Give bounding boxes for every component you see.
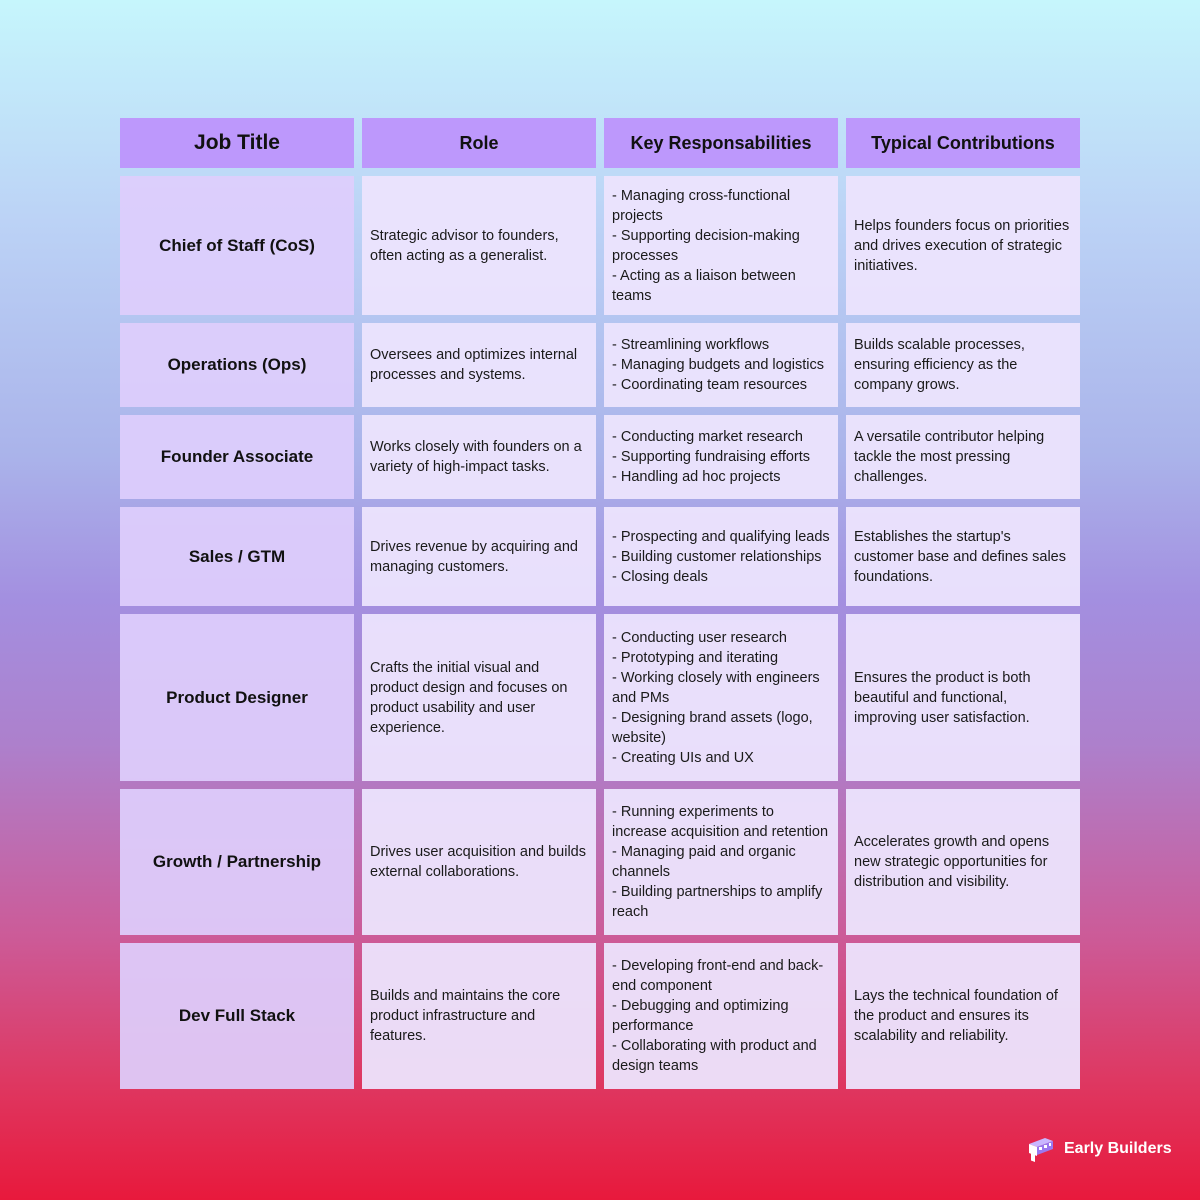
header-key-responsibilities: Key Responsabilities bbox=[604, 118, 838, 168]
responsibilities-text: - Running experiments to increase acquis… bbox=[612, 804, 829, 920]
contributions-text: Helps founders focus on priorities and d… bbox=[854, 217, 1070, 274]
row-role: Builds and maintains the core product in… bbox=[362, 943, 596, 1089]
role-text: Oversees and optimizes internal processe… bbox=[370, 347, 578, 383]
row-role: Drives user acquisition and builds exter… bbox=[362, 789, 596, 935]
row-role: Oversees and optimizes internal processe… bbox=[362, 323, 596, 407]
role-text: Drives user acquisition and builds exter… bbox=[370, 844, 586, 880]
header-typical-contributions: Typical Contributions bbox=[846, 118, 1080, 168]
row-role: Drives revenue by acquiring and managing… bbox=[362, 507, 596, 606]
role-text: Drives revenue by acquiring and managing… bbox=[370, 538, 578, 575]
row-job-title: Founder Associate bbox=[120, 415, 354, 499]
row-contributions: Establishes the startup's customer base … bbox=[846, 507, 1080, 606]
row-contributions: A versatile contributor helping tackle t… bbox=[846, 415, 1080, 499]
contributions-text: Establishes the startup's customer base … bbox=[854, 528, 1066, 585]
brand: Early Builders bbox=[1026, 1136, 1172, 1162]
brand-name: Early Builders bbox=[1064, 1140, 1172, 1157]
roles-table: Job Title Role Key Responsabilities Typi… bbox=[120, 118, 1080, 1089]
contributions-text: Lays the technical foundation of the pro… bbox=[854, 988, 1058, 1044]
row-contributions: Accelerates growth and opens new strateg… bbox=[846, 789, 1080, 935]
responsibilities-text: - Prospecting and qualifying leads - Bui… bbox=[612, 528, 830, 585]
role-text: Strategic advisor to founders, often act… bbox=[370, 227, 559, 264]
row-contributions: Helps founders focus on priorities and d… bbox=[846, 176, 1080, 315]
row-role: Strategic advisor to founders, often act… bbox=[362, 176, 596, 315]
header-role: Role bbox=[362, 118, 596, 168]
responsibilities-text: - Managing cross-functional projects - S… bbox=[612, 187, 800, 304]
row-responsibilities: - Prospecting and qualifying leads - Bui… bbox=[604, 507, 838, 606]
role-text: Works closely with founders on a variety… bbox=[370, 439, 582, 475]
row-job-title: Growth / Partnership bbox=[120, 789, 354, 935]
row-contributions: Builds scalable processes, ensuring effi… bbox=[846, 323, 1080, 407]
row-contributions: Ensures the product is both beautiful an… bbox=[846, 614, 1080, 781]
header-job-title: Job Title bbox=[120, 118, 354, 168]
row-contributions: Lays the technical foundation of the pro… bbox=[846, 943, 1080, 1089]
row-job-title: Product Designer bbox=[120, 614, 354, 781]
role-text: Crafts the initial visual and product de… bbox=[370, 659, 568, 736]
role-text: Builds and maintains the core product in… bbox=[370, 988, 561, 1044]
contributions-text: A versatile contributor helping tackle t… bbox=[854, 429, 1045, 485]
row-responsibilities: - Running experiments to increase acquis… bbox=[604, 789, 838, 935]
responsibilities-text: - Conducting user research - Prototyping… bbox=[612, 629, 820, 766]
row-responsibilities: - Conducting user research - Prototyping… bbox=[604, 614, 838, 781]
row-job-title: Operations (Ops) bbox=[120, 323, 354, 407]
row-responsibilities: - Developing front-end and back-end comp… bbox=[604, 943, 838, 1089]
contributions-text: Accelerates growth and opens new strateg… bbox=[854, 834, 1050, 890]
responsibilities-text: - Developing front-end and back-end comp… bbox=[612, 958, 824, 1074]
row-responsibilities: - Managing cross-functional projects - S… bbox=[604, 176, 838, 315]
row-job-title: Dev Full Stack bbox=[120, 943, 354, 1089]
row-job-title: Chief of Staff (CoS) bbox=[120, 176, 354, 315]
blocks-logo-icon bbox=[1029, 1138, 1053, 1162]
row-role: Works closely with founders on a variety… bbox=[362, 415, 596, 499]
row-responsibilities: - Conducting market research - Supportin… bbox=[604, 415, 838, 499]
row-responsibilities: - Streamlining workflows - Managing budg… bbox=[604, 323, 838, 407]
row-job-title: Sales / GTM bbox=[120, 507, 354, 606]
responsibilities-text: - Streamlining workflows - Managing budg… bbox=[612, 337, 824, 393]
row-role: Crafts the initial visual and product de… bbox=[362, 614, 596, 781]
responsibilities-text: - Conducting market research - Supportin… bbox=[612, 429, 811, 485]
contributions-text: Ensures the product is both beautiful an… bbox=[854, 669, 1031, 726]
contributions-text: Builds scalable processes, ensuring effi… bbox=[854, 337, 1025, 393]
